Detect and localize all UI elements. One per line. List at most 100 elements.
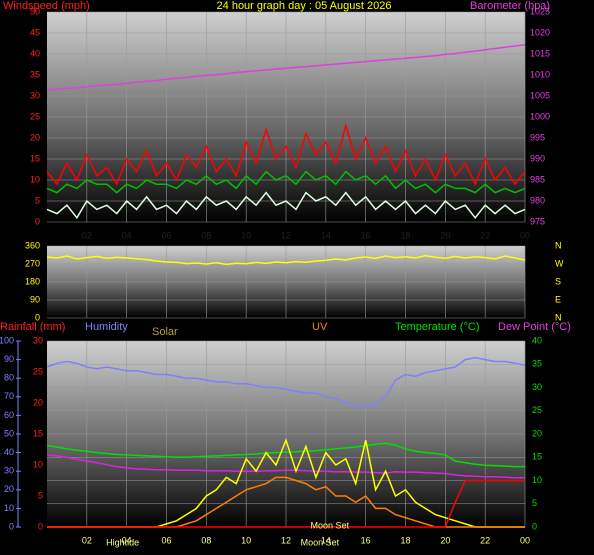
y2-tick-label: 1005 [530, 90, 550, 100]
y2-tick-label: 990 [530, 153, 545, 163]
y2-tick-label: 1000 [530, 111, 550, 121]
y-tick-label: 180 [25, 276, 40, 286]
y2-tick-label: 1020 [530, 27, 550, 37]
y-tick-label: 20 [4, 484, 14, 494]
y-tick-label: 25 [30, 111, 40, 121]
y-tick-label: 45 [30, 27, 40, 37]
y2-tick-label: 1025 [530, 6, 550, 16]
y-tick-label: 270 [25, 258, 40, 268]
compass-label: N [555, 240, 562, 250]
x-tick-label: 02 [82, 230, 92, 240]
y3-tick-label: 5 [38, 490, 43, 500]
y2-tick-label: 0 [532, 521, 537, 531]
y-tick-label: 5 [35, 195, 40, 205]
y2-tick-label: 30 [532, 382, 542, 392]
x-tick-label: 18 [400, 535, 410, 545]
series-line [46, 442, 525, 468]
y2-tick-label: 15 [532, 452, 542, 462]
y2-tick-label: 1015 [530, 48, 550, 58]
series-line [46, 122, 526, 187]
y2-tick-label: 10 [532, 475, 542, 485]
x-tick-label: 20 [440, 230, 450, 240]
x-tick-label: 02 [82, 535, 92, 545]
y-tick-label: 360 [25, 240, 40, 250]
y-tick-label: 60 [4, 410, 14, 420]
series-line [46, 170, 526, 194]
y-tick-label: 50 [4, 428, 14, 438]
y-axis-title: Windspeed (mph) [3, 0, 90, 12]
x-tick-label: 04 [122, 535, 132, 545]
y-tick-label: 100 [0, 335, 14, 345]
x-tick-label: 22 [480, 535, 490, 545]
x-tick-label: 22 [480, 230, 490, 240]
compass-label: N [555, 312, 562, 322]
x-tick-label: 00 [520, 230, 530, 240]
legend-label: Dew Point (°C) [498, 321, 571, 333]
compass-label: W [555, 258, 564, 268]
x-tick-label: 16 [361, 230, 371, 240]
y2-tick-label: 985 [530, 174, 545, 184]
y3-tick-label: 20 [33, 397, 43, 407]
x-tick-label: 16 [361, 535, 371, 545]
series-line [47, 479, 525, 528]
y-tick-label: 90 [4, 354, 14, 364]
x-tick-label: 12 [281, 535, 291, 545]
y3-tick-label: 15 [33, 428, 43, 438]
y2-axis-title: Barometer (hpa) [470, 0, 550, 12]
y-tick-label: 10 [30, 174, 40, 184]
y2-tick-label: 1010 [530, 69, 550, 79]
x-tick-label: 14 [321, 230, 331, 240]
compass-label: S [555, 276, 561, 286]
y3-tick-label: 25 [33, 366, 43, 376]
y3-tick-label: 30 [33, 335, 43, 345]
y-tick-label: 0 [9, 521, 14, 531]
y-tick-label: 40 [4, 447, 14, 457]
y2-tick-label: 20 [532, 428, 542, 438]
y2-tick-label: 40 [532, 335, 542, 345]
series-line [46, 44, 526, 91]
x-tick-label: 06 [161, 535, 171, 545]
annotation: Hightide [106, 537, 139, 547]
y-tick-label: 30 [4, 466, 14, 476]
chart-title: 24 hour graph day : 05 August 2026 [217, 0, 392, 12]
y2-tick-label: 35 [532, 359, 542, 369]
series-line [46, 356, 526, 407]
x-tick-label: 10 [241, 535, 251, 545]
y-tick-label: 35 [30, 69, 40, 79]
x-tick-label: 18 [400, 230, 410, 240]
y2-tick-label: 975 [530, 216, 545, 226]
x-tick-label: 04 [122, 230, 132, 240]
legend-label: Humidity [85, 321, 128, 333]
y-tick-label: 40 [30, 48, 40, 58]
x-tick-label: 08 [201, 230, 211, 240]
y3-tick-label: 10 [33, 459, 43, 469]
x-tick-label: 10 [241, 230, 251, 240]
annotation: Moon Set [301, 537, 340, 547]
y-tick-label: 20 [30, 132, 40, 142]
y-tick-label: 90 [30, 294, 40, 304]
legend-label: UV [312, 321, 328, 333]
x-tick-label: 20 [440, 535, 450, 545]
y2-tick-label: 25 [532, 405, 542, 415]
y-tick-label: 50 [30, 6, 40, 16]
y-tick-label: 0 [35, 216, 40, 226]
x-tick-label: 14 [321, 535, 331, 545]
y3-tick-label: 0 [38, 521, 43, 531]
x-tick-label: 06 [161, 230, 171, 240]
x-tick-label: 00 [520, 535, 530, 545]
y-tick-label: 30 [30, 90, 40, 100]
legend-label: Rainfall (mm) [0, 321, 65, 333]
y2-tick-label: 980 [530, 195, 545, 205]
legend-label: Solar [152, 326, 178, 338]
x-tick-label: 08 [201, 535, 211, 545]
y-tick-label: 80 [4, 373, 14, 383]
series-line [46, 191, 526, 220]
compass-label: E [555, 294, 561, 304]
series-line [46, 454, 525, 479]
y-tick-label: 15 [30, 153, 40, 163]
annotation: Moon Set [311, 520, 350, 530]
y-tick-label: 70 [4, 391, 14, 401]
y2-tick-label: 5 [532, 498, 537, 508]
